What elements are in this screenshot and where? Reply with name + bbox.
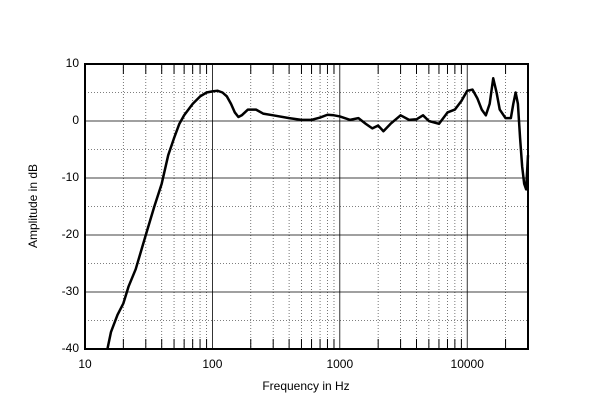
response-curve (106, 77, 530, 350)
x-tick-label: 10000 (451, 357, 485, 371)
y-tick-label: -20 (62, 227, 80, 241)
y-tick-label: -40 (62, 341, 80, 355)
y-tick-label: -30 (62, 284, 80, 298)
x-tick-label: 1000 (326, 357, 353, 371)
x-tick-label: 100 (202, 357, 222, 371)
x-tick-label: 10 (78, 357, 92, 371)
x-axis-label: Frequency in Hz (262, 379, 349, 393)
y-tick-label: 0 (72, 113, 79, 127)
y-tick-label: -10 (62, 170, 80, 184)
y-axis-label: Amplitude in dB (26, 164, 40, 248)
plot-frame (84, 63, 529, 350)
y-tick-label: 10 (66, 56, 80, 70)
